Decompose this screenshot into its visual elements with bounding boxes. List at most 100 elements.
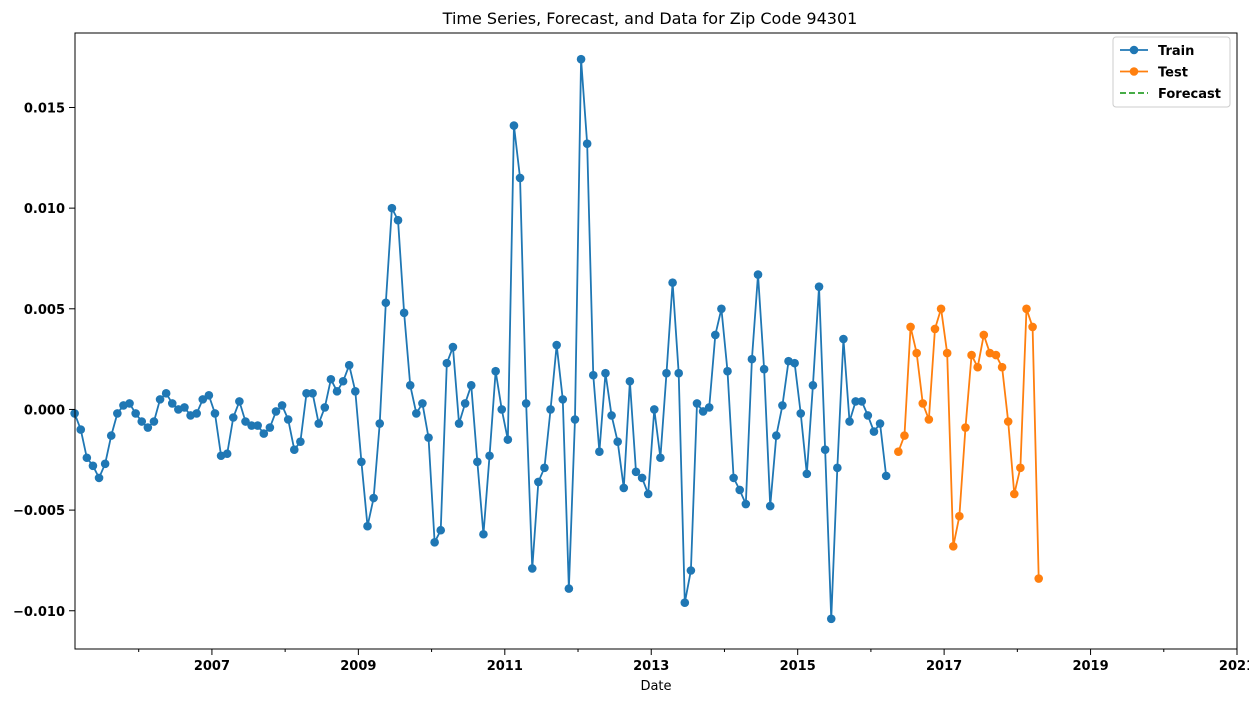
train-data-point (619, 483, 629, 493)
train-data-point (527, 564, 537, 573)
test-data-point (961, 423, 970, 432)
train-data-point (820, 445, 830, 455)
train-data-point (845, 417, 854, 426)
train-data-point (296, 437, 305, 446)
train-data-point (735, 485, 745, 495)
train-data-point (308, 389, 317, 398)
train-data-point (698, 407, 708, 416)
train-data-point (375, 419, 385, 428)
train-data-point (393, 215, 403, 225)
x-tick-label: 2017 (926, 659, 962, 674)
train-data-point (283, 415, 293, 424)
train-data-point (198, 395, 208, 404)
test-data-point (912, 348, 921, 358)
train-data-point (595, 447, 604, 457)
x-tick-label: 2007 (194, 659, 230, 674)
train-data-point (564, 584, 574, 593)
train-data-point (479, 529, 488, 539)
legend-test-marker (1129, 67, 1139, 76)
legend: Train Test Forecast (1112, 36, 1231, 108)
train-data-point (637, 473, 647, 483)
train-data-point (570, 415, 580, 424)
train-data-point (656, 453, 665, 463)
train-data-point (430, 538, 439, 547)
test-data-point (1003, 417, 1013, 426)
train-data-point (723, 366, 732, 376)
train-data-point (833, 463, 842, 473)
train-data-point (857, 397, 867, 406)
test-series-line (897, 307, 1040, 579)
train-data-point (717, 304, 726, 314)
train-data-point (515, 173, 525, 183)
train-data-point (875, 419, 885, 428)
train-data-point (649, 405, 659, 414)
train-data-point (149, 417, 159, 426)
test-data-point (991, 350, 1001, 360)
test-data-point (942, 348, 952, 358)
train-data-point (753, 270, 763, 279)
train-data-point (448, 342, 458, 352)
train-data-point (143, 423, 153, 432)
train-data-point (772, 431, 781, 440)
train-data-point (473, 457, 482, 467)
train-data-point (826, 614, 836, 624)
x-tick-label: 2013 (633, 659, 669, 674)
train-data-point (460, 399, 470, 408)
train-data-point (503, 435, 513, 444)
train-data-point (741, 499, 751, 509)
test-data-point (1034, 574, 1043, 583)
train-data-point (259, 429, 269, 438)
train-data-point (241, 417, 250, 426)
train-data-point (405, 380, 415, 390)
train-data-point (332, 387, 342, 396)
train-data-point (851, 397, 860, 406)
train-data-point (94, 473, 104, 483)
train-data-point (680, 598, 690, 607)
train-data-point (228, 413, 238, 422)
test-data-point (997, 362, 1007, 372)
train-data-point (204, 391, 214, 400)
train-data-point (485, 451, 494, 461)
legend-box (1112, 36, 1231, 108)
train-data-point (704, 403, 714, 412)
test-data-point (967, 350, 976, 360)
train-data-point (369, 493, 378, 503)
x-tick-label: 2015 (780, 659, 816, 674)
train-data-point (631, 467, 641, 477)
test-data-point (906, 322, 915, 332)
train-data-point (607, 411, 616, 420)
train-data-point (235, 397, 244, 406)
train-data-point (125, 399, 134, 408)
train-data-point (778, 401, 787, 410)
train-data-point (558, 395, 568, 404)
train-data-point (167, 399, 177, 408)
y-tick-label: 0.010 (24, 202, 65, 217)
train-data-point (351, 387, 360, 396)
y-tick-label: 0.005 (24, 303, 65, 318)
train-data-point (320, 403, 330, 412)
train-data-point (869, 427, 879, 436)
train-data-point (808, 380, 818, 390)
train-data-point (576, 54, 586, 64)
test-data-point (1022, 304, 1031, 314)
test-data-point (948, 542, 958, 551)
train-data-point (582, 139, 592, 149)
test-data-point (930, 324, 940, 334)
train-data-point (302, 389, 311, 398)
train-data-point (729, 473, 738, 483)
train-data-point (765, 501, 775, 511)
train-data-point (155, 395, 165, 404)
x-axis-title: Date (640, 679, 671, 694)
train-data-point (613, 437, 622, 446)
train-data-point (289, 445, 299, 455)
train-data-point (540, 463, 549, 473)
train-data-point (253, 421, 262, 430)
train-data-point (161, 389, 171, 398)
train-data-point (839, 334, 848, 344)
y-tick-label: 0.000 (24, 403, 65, 418)
axes-frame (74, 32, 1238, 650)
train-data-point (747, 354, 757, 364)
train-data-point (210, 409, 220, 418)
test-data-point (1016, 463, 1025, 473)
test-data-point (900, 431, 909, 440)
